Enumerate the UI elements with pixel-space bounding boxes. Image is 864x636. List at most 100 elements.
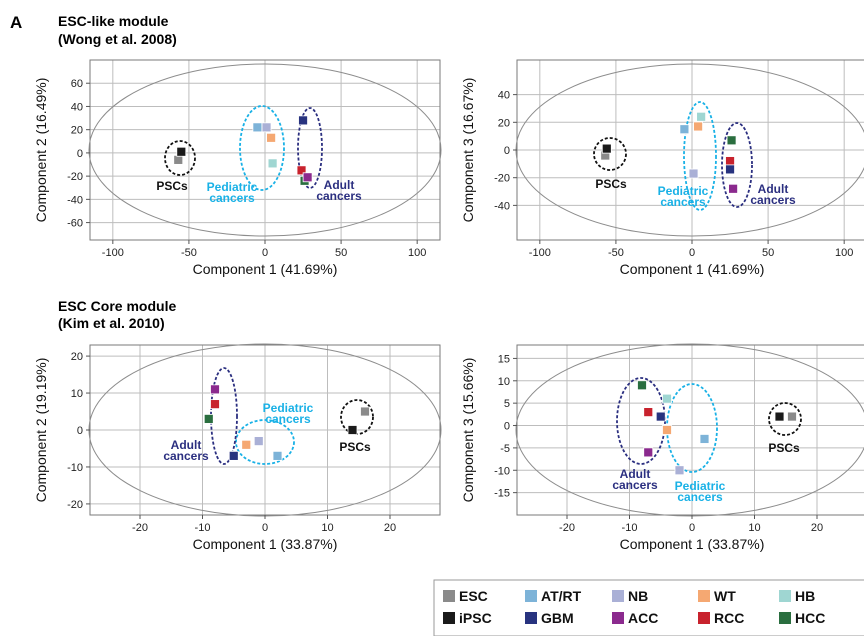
legend-item-hb: HB (779, 588, 815, 604)
y-axis-label: Component 3 (15.66%) (460, 358, 476, 503)
x-tick-label: -10 (195, 522, 211, 534)
legend-swatch (698, 590, 710, 602)
point-acc (643, 447, 654, 458)
group-label-psc: PSCs (339, 440, 371, 454)
point-atrt (272, 450, 283, 461)
point-ipsc (176, 146, 187, 157)
y-axis-label: Component 2 (16.49%) (33, 78, 49, 223)
group-ellipse-adult (297, 107, 323, 189)
point-atrt (252, 122, 263, 133)
group-label-pediatric: Pediatric (207, 180, 258, 194)
group-label-adult: cancers (163, 449, 209, 463)
legend-swatch (525, 612, 537, 624)
group-label-adult: cancers (750, 193, 796, 207)
legend-label: WT (714, 588, 736, 604)
point-nb (674, 465, 685, 476)
legend-label: NB (628, 588, 648, 604)
group-ellipse-pediatric (683, 101, 717, 211)
y-tick-label: -20 (67, 171, 83, 183)
x-axis-label: Component 1 (41.69%) (193, 261, 338, 277)
group-label-psc: PSCs (595, 177, 627, 191)
group-label-pediatric: cancers (209, 191, 255, 205)
section-subtitle-2: (Kim et al. 2010) (58, 315, 165, 331)
legend-item-hcc: HCC (779, 610, 825, 626)
group-label-adult: cancers (316, 189, 362, 203)
y-tick-label: -40 (494, 200, 510, 212)
point-rcc (725, 156, 735, 166)
point-hb (696, 111, 707, 122)
point-wt (693, 121, 703, 132)
y-axis-label: Component 3 (16.67%) (460, 78, 476, 223)
y-tick-label: -10 (494, 465, 510, 477)
x-tick-label: 0 (689, 247, 695, 259)
legend-swatch (779, 590, 791, 602)
scatter-plot-1: -100 -50 0 50 100 -60 -40 -20 0 20 40 60 Component 1… (33, 59, 442, 277)
point-atrt (679, 124, 690, 135)
point-gbm (228, 450, 239, 461)
group-ellipse-psc (768, 402, 802, 436)
group-label-pediatric: cancers (265, 412, 311, 426)
point-hcc (203, 414, 214, 424)
point-rcc (210, 399, 220, 410)
y-tick-label: -15 (494, 488, 510, 500)
legend-swatch (443, 612, 455, 624)
y-tick-label: 15 (498, 353, 510, 365)
scatter-plot-4: -20 -10 0 10 20 -15 -10 -5 0 5 10 15 Component 1 (33… (460, 343, 864, 552)
legend-label: iPSC (459, 610, 492, 626)
scatter-plot-2: -100 -50 0 50 100 -40 -20 0 20 40 Component 1 (41.… (460, 59, 864, 277)
x-tick-label: -10 (622, 522, 638, 534)
x-tick-label: -20 (132, 522, 148, 534)
legend-label: GBM (541, 610, 574, 626)
y-tick-label: -10 (67, 462, 83, 474)
y-tick-label: -5 (500, 443, 510, 455)
point-nb (261, 122, 272, 133)
legend-label: ACC (628, 610, 658, 626)
y-axis-label: Component 2 (19.19%) (33, 358, 49, 503)
legend-item-gbm: GBM (525, 610, 574, 626)
legend: ESC AT/RT NB WT HB iPSC GBM ACC RCC HCC (433, 579, 864, 636)
legend-swatch (443, 590, 455, 602)
group-label-adult: Adult (171, 438, 202, 452)
group-label-psc: PSCs (768, 441, 800, 455)
point-esc (360, 406, 370, 417)
group-label-adult: Adult (620, 467, 651, 481)
group-label-adult: Adult (324, 178, 355, 192)
legend-item-wt: WT (698, 588, 736, 604)
group-ellipse-pediatric (235, 419, 295, 465)
x-tick-label: 0 (689, 522, 695, 534)
y-tick-label: 20 (71, 351, 83, 363)
point-acc (210, 384, 220, 395)
confidence-ellipse (88, 63, 442, 237)
point-wt (266, 132, 276, 143)
legend-box (433, 579, 864, 636)
x-tick-label: 20 (384, 522, 396, 534)
point-ipsc (347, 425, 358, 435)
y-tick-label: 40 (498, 90, 510, 102)
y-tick-label: 0 (504, 421, 510, 433)
x-tick-label: 0 (262, 247, 268, 259)
x-tick-label: 100 (835, 247, 853, 259)
panel-letter: A (10, 13, 22, 32)
x-tick-label: 20 (811, 522, 823, 534)
x-tick-label: -50 (181, 247, 197, 259)
x-tick-label: -50 (608, 247, 624, 259)
legend-swatch (525, 590, 537, 602)
point-esc (787, 411, 797, 422)
legend-item-esc: ESC (443, 588, 488, 604)
section-title-1: ESC-like module (58, 13, 169, 29)
x-tick-label: 0 (262, 522, 268, 534)
y-tick-label: 40 (71, 101, 83, 113)
group-label-adult: Adult (758, 182, 789, 196)
group-ellipse-adult (721, 122, 753, 208)
legend-label: AT/RT (541, 588, 582, 604)
point-esc (173, 154, 184, 165)
y-tick-label: -20 (494, 173, 510, 185)
x-axis-label: Component 1 (41.69%) (620, 261, 765, 277)
point-wt (662, 425, 672, 435)
point-nb (688, 168, 699, 179)
point-atrt (699, 434, 710, 444)
point-gbm (298, 115, 308, 126)
y-tick-label: -40 (67, 194, 83, 206)
